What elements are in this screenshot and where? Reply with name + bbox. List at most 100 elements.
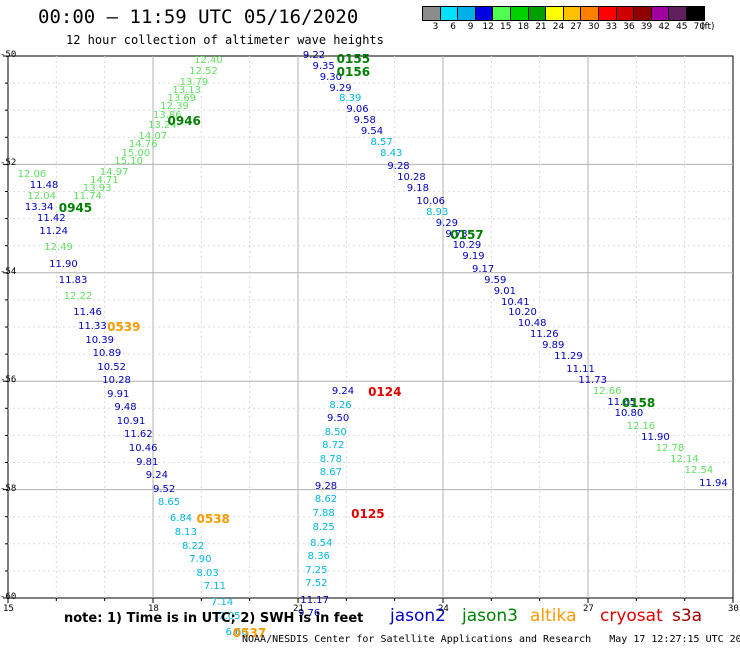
wave-height-label: 10.91 (116, 415, 146, 427)
pass-time-label: 0156 (336, 65, 371, 80)
wave-height-label: 9.22 (302, 50, 326, 61)
wave-height-label: 11.48 (29, 180, 59, 192)
legend-value: 70 (693, 22, 706, 32)
wave-height-label: 6.84 (169, 513, 193, 525)
wave-height-label: 9.91 (107, 388, 130, 400)
wave-height-label: 7.88 (312, 507, 335, 519)
wave-height-label: 14.97 (99, 166, 129, 178)
wave-height-label: 9.28 (387, 161, 410, 173)
legend-value: 24 (552, 22, 565, 32)
y-tick-label: -52 (0, 158, 17, 169)
wave-height-label: 13.93 (82, 182, 112, 194)
wave-height-label: 10.41 (501, 296, 530, 308)
wave-height-label: 9.54 (360, 125, 384, 137)
legend-value: 21 (535, 22, 547, 32)
wave-height-label: 13.86 (153, 109, 182, 121)
wave-height-label: 9.17 (472, 264, 495, 276)
wave-height-label: 8.72 (322, 440, 345, 452)
wave-height-label: 13.69 (167, 93, 197, 105)
x-tick-label: 18 (148, 604, 159, 614)
legend-value: 18 (517, 22, 530, 32)
wave-height-label: 12.78 (655, 442, 685, 454)
wave-height-label: 8.22 (182, 540, 205, 552)
wave-height-label: 9.81 (136, 456, 159, 468)
wave-height-label: 7.52 (305, 578, 328, 590)
pass-time-label: 0124 (368, 385, 402, 400)
pass-time-label: 0945 (58, 200, 93, 215)
wave-height-label: 12.04 (27, 190, 56, 202)
wave-height-label: 11.94 (699, 478, 728, 490)
legend-value: 36 (623, 22, 635, 32)
wave-height-label: 11.90 (49, 258, 78, 270)
wave-height-label: 8.13 (174, 526, 198, 538)
x-tick-label: 21 (293, 604, 304, 614)
legend-unit: (ft) (701, 22, 715, 32)
wave-height-label: 10.80 (614, 407, 644, 419)
wave-height-label: 14.07 (138, 131, 168, 143)
wave-height-label: 7.90 (189, 554, 212, 566)
pass-time-label: 0155 (336, 51, 371, 66)
legend-value: 9 (467, 22, 474, 32)
wave-height-label: 8.93 (426, 207, 449, 219)
pass-time-label: 0537 (232, 626, 267, 641)
wave-height-label: 10.39 (85, 334, 114, 346)
wave-height-label: 10.28 (102, 375, 131, 387)
wave-height-label: 12.06 (17, 169, 47, 181)
wave-height-label: 9.29 (329, 82, 352, 94)
wave-height-label: 9.52 (153, 483, 176, 495)
wave-height-label: 11.90 (641, 432, 670, 444)
wave-height-label: 8.03 (196, 567, 219, 579)
footnote: note: 1) Time is in UTC; 2) SWH is in fe… (64, 611, 364, 626)
wave-height-label: 11.11 (566, 364, 595, 376)
wave-height-label: 9.19 (462, 250, 485, 262)
wave-height-label: 8.65 (157, 497, 181, 509)
pass-time-label: 0158 (621, 395, 656, 410)
legend-value: 33 (605, 22, 618, 32)
wave-height-label: 10.29 (452, 239, 482, 251)
wave-height-label: 12.40 (194, 55, 223, 67)
satellite-cryosat: cryosat (600, 606, 663, 626)
legend-value: 39 (640, 22, 653, 32)
wave-height-label: 9.06 (346, 104, 369, 116)
wave-height-label: 9.24 (145, 470, 169, 482)
y-tick-label: -50 (0, 50, 17, 60)
legend-value: 6 (450, 22, 456, 32)
wave-height-label: 13.24 (148, 120, 177, 132)
x-tick-label: 24 (438, 604, 449, 614)
wave-height-label: 6.60 (225, 627, 248, 639)
wave-height-label: 9.50 (327, 413, 350, 425)
pass-time-label: 0125 (351, 506, 385, 521)
wave-height-label: 9.24 (331, 386, 355, 398)
wave-height-label: 11.73 (578, 375, 607, 387)
wave-height-label: 10.20 (508, 307, 537, 319)
wave-height-label: 7.05 (218, 610, 241, 622)
wave-height-label: 8.39 (339, 93, 362, 105)
wave-height-label: 8.67 (319, 467, 343, 479)
wave-height-label: 9.30 (319, 71, 343, 83)
wave-height-label: 10.48 (517, 318, 547, 330)
wave-height-label: 10.52 (97, 361, 127, 373)
y-tick-label: -56 (0, 375, 17, 386)
y-tick-label: -60 (0, 592, 17, 602)
wave-height-label: 9.73 (445, 228, 468, 240)
wave-height-label: 13.79 (179, 77, 209, 89)
x-tick-label: 15 (3, 604, 14, 614)
wave-height-label: 9.89 (542, 339, 565, 351)
pass-time-label: 0157 (450, 227, 484, 242)
wave-height-label: 11.46 (73, 307, 102, 319)
wave-height-label: 11.62 (124, 429, 153, 441)
chart-subtitle: 12 hour collection of altimeter wave hei… (66, 33, 384, 47)
wave-height-label: 11.17 (300, 594, 330, 606)
wave-height-label: 11.26 (530, 329, 559, 341)
wave-height-label: 8.57 (370, 136, 393, 148)
legend-value: 15 (500, 22, 512, 32)
wave-height-label: 12.39 (160, 101, 189, 113)
legend-value: 27 (570, 22, 582, 32)
wave-height-label: 8.78 (319, 453, 343, 465)
pass-time-label: 0538 (196, 512, 230, 527)
x-tick-label: 27 (583, 604, 594, 614)
wave-height-label: 9.28 (314, 480, 338, 492)
satellite-altika: altika (530, 606, 577, 626)
wave-height-label: 9.01 (493, 285, 517, 297)
wave-height-label: 8.26 (329, 399, 352, 411)
